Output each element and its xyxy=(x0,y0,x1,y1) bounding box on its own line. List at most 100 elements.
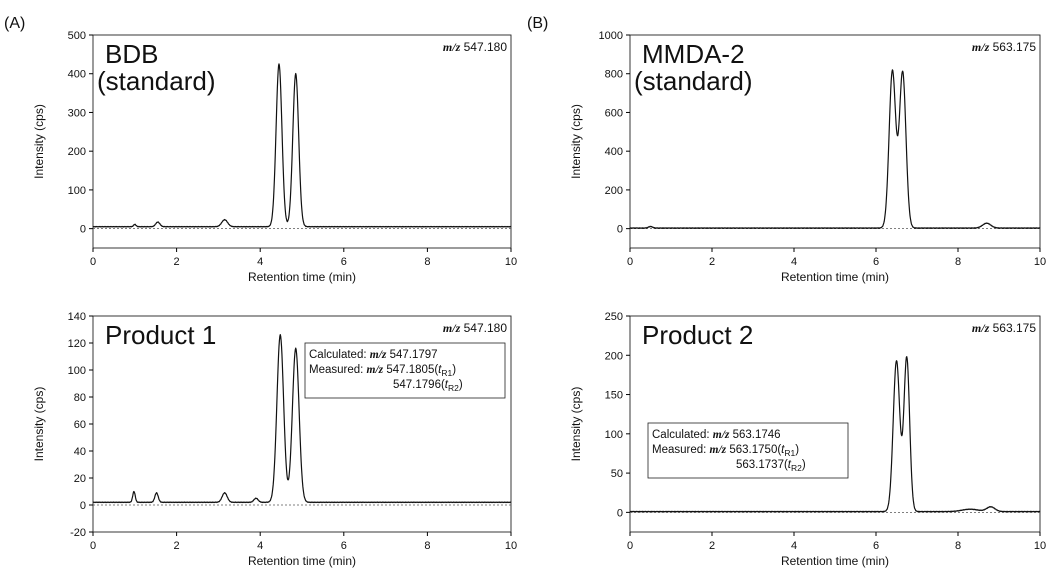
mz-label: m/z 563.175 xyxy=(972,321,1036,335)
y-tick-label: 0 xyxy=(617,224,623,236)
x-axis-title: Retention time (min) xyxy=(781,554,889,568)
x-tick-label: 4 xyxy=(257,540,263,552)
x-axis-title: Retention time (min) xyxy=(248,554,356,568)
x-tick-label: 6 xyxy=(873,540,879,552)
y-tick-label: 140 xyxy=(68,311,86,323)
tr-symbol: t xyxy=(781,444,785,456)
mz-label: m/z 563.175 xyxy=(972,40,1036,54)
sample-label: BDB xyxy=(105,39,158,69)
x-tick-label: 6 xyxy=(873,256,879,268)
y-tick-label: 800 xyxy=(605,69,623,81)
mass-value: 563.1750( xyxy=(729,444,781,456)
panel-a-letter: (A) xyxy=(4,15,25,32)
x-tick-label: 8 xyxy=(955,256,961,268)
x-tick-label: 10 xyxy=(1034,540,1046,552)
x-tick-label: 6 xyxy=(341,256,347,268)
x-tick-label: 4 xyxy=(791,256,797,268)
tr-symbol: t xyxy=(438,364,442,376)
x-tick-label: 6 xyxy=(341,540,347,552)
x-tick-label: 10 xyxy=(505,256,517,268)
x-tick-label: 0 xyxy=(90,540,96,552)
y-axis-title: Intensity (cps) xyxy=(569,387,583,462)
y-tick-label: 20 xyxy=(74,473,86,485)
mz-value: 563.175 xyxy=(993,321,1037,335)
mz-prefix: m/z xyxy=(443,321,461,335)
y-tick-label: 100 xyxy=(605,429,623,441)
tr-symbol: t xyxy=(445,379,449,391)
mass-accuracy-box xyxy=(304,342,506,399)
x-tick-label: 2 xyxy=(174,540,180,552)
sample-label: MMDA-2 xyxy=(642,39,745,69)
mass-value: 547.1805( xyxy=(386,364,438,376)
chromatogram-trace xyxy=(629,356,1041,513)
y-tick-label: 100 xyxy=(68,185,86,197)
box-line: Measured: m/z 563.1750(tR1) xyxy=(652,444,799,458)
y-tick-label: 0 xyxy=(617,507,623,519)
x-tick-label: 10 xyxy=(1034,256,1046,268)
mass-value: 563.1746 xyxy=(733,429,781,441)
y-tick-label: 300 xyxy=(68,107,86,119)
y-tick-label: 500 xyxy=(68,30,86,42)
y-tick-label: 0 xyxy=(80,224,86,236)
plot-frame xyxy=(92,34,512,249)
x-tick-label: 4 xyxy=(257,256,263,268)
y-tick-label: 400 xyxy=(68,69,86,81)
sample-label: Product 2 xyxy=(642,320,753,350)
y-tick-label: 200 xyxy=(605,350,623,362)
y-axis-title: Intensity (cps) xyxy=(32,104,46,179)
tr-subscript: R1 xyxy=(441,368,452,378)
tr-close: ) xyxy=(795,444,799,456)
y-tick-label: 1000 xyxy=(599,30,623,42)
plot-frame xyxy=(629,315,1041,533)
y-axis-title: Intensity (cps) xyxy=(32,387,46,462)
mass-value: 563.1737( xyxy=(736,459,788,471)
x-axis-title: Retention time (min) xyxy=(248,270,356,284)
box-line: Calculated: m/z 547.1797 xyxy=(309,349,438,361)
chromatogram-trace xyxy=(92,63,512,228)
calculated-label: Calculated: xyxy=(309,349,367,361)
x-axis-title: Retention time (min) xyxy=(781,270,889,284)
x-tick-label: 8 xyxy=(955,540,961,552)
chart-a-top: 0 100 200 300 400 500 0 2 4 6 8 10 Retention time (m… xyxy=(32,30,517,284)
mz-value: 547.180 xyxy=(464,321,508,335)
y-tick-label: 200 xyxy=(68,146,86,158)
measured-label: Measured: xyxy=(309,364,363,376)
y-tick-label: 120 xyxy=(68,338,86,350)
plot-frame xyxy=(629,34,1041,249)
tr-subscript: R2 xyxy=(791,463,802,473)
x-tick-label: 8 xyxy=(424,540,430,552)
x-tick-label: 8 xyxy=(424,256,430,268)
y-tick-label: 250 xyxy=(605,311,623,323)
tr-subscript: R1 xyxy=(784,448,795,458)
y-tick-label: 50 xyxy=(611,468,623,480)
y-tick-label: 60 xyxy=(74,419,86,431)
chart-b-bottom: 0 50 100 150 200 250 0 2 4 6 8 10 Retention time (mi… xyxy=(569,311,1046,568)
sample-label-sub: (standard) xyxy=(634,66,753,96)
mass-value: 547.1796( xyxy=(393,379,445,391)
y-tick-label: 150 xyxy=(605,390,623,402)
y-axis-title: Intensity (cps) xyxy=(569,104,583,179)
tr-close: ) xyxy=(459,379,463,391)
tr-subscript: R2 xyxy=(448,383,459,393)
mz-value: 563.175 xyxy=(993,40,1037,54)
y-tick-label: 80 xyxy=(74,392,86,404)
mz-prefix: m/z xyxy=(710,444,727,456)
sample-label-sub: (standard) xyxy=(97,66,216,96)
x-tick-label: 2 xyxy=(709,256,715,268)
sample-label: Product 1 xyxy=(105,320,216,350)
x-tick-label: 10 xyxy=(505,540,517,552)
mz-prefix: m/z xyxy=(972,40,990,54)
y-tick-label: 100 xyxy=(68,365,86,377)
y-tick-label: 40 xyxy=(74,446,86,458)
tr-close: ) xyxy=(452,364,456,376)
y-tick-label: -20 xyxy=(70,527,86,539)
y-tick-label: 200 xyxy=(605,185,623,197)
box-line: Calculated: m/z 563.1746 xyxy=(652,429,781,441)
chart-b-top: 0 200 400 600 800 1000 0 2 4 6 8 10 Retention time (… xyxy=(569,30,1046,284)
mz-prefix: m/z xyxy=(972,321,990,335)
mz-prefix: m/z xyxy=(443,40,461,54)
y-tick-label: 400 xyxy=(605,146,623,158)
tr-symbol: t xyxy=(788,459,792,471)
